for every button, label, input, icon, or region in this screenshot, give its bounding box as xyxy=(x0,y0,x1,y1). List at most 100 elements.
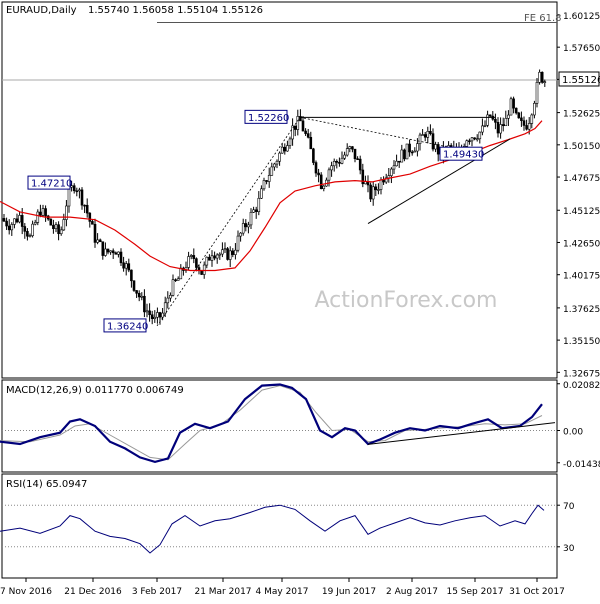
fe-label: FE 61.8 xyxy=(524,13,562,24)
candle xyxy=(80,187,84,210)
candle-body xyxy=(143,295,146,313)
annotation-label: 1.47210 xyxy=(31,179,72,190)
x-tick-label: 4 May 2017 xyxy=(256,587,309,597)
main-panel-frame xyxy=(1,1,558,379)
candle-body xyxy=(369,184,372,200)
candle-body xyxy=(522,120,526,126)
candle-body xyxy=(101,241,105,256)
candle-body xyxy=(335,161,339,163)
candle xyxy=(41,204,45,218)
candle xyxy=(44,205,47,222)
x-tick-label: 15 Sep 2017 xyxy=(446,587,503,597)
candle xyxy=(54,222,58,233)
candle xyxy=(501,117,505,132)
candle-body xyxy=(478,131,482,140)
candle xyxy=(130,269,133,288)
macd-trendline xyxy=(367,422,556,445)
candle-body xyxy=(317,172,320,176)
candle-body xyxy=(179,267,183,280)
candle xyxy=(260,185,263,199)
candle xyxy=(486,110,489,128)
candle xyxy=(416,138,419,157)
candle xyxy=(192,248,196,264)
candle-body xyxy=(208,256,211,261)
watermark: ActionForex.com xyxy=(315,288,498,313)
main-ytick-label: 1.57650 xyxy=(563,44,600,54)
candle xyxy=(85,198,89,218)
candle xyxy=(72,183,76,194)
candle-body xyxy=(7,225,11,231)
candle xyxy=(335,159,339,169)
candle xyxy=(514,107,518,115)
candle-body xyxy=(223,248,227,251)
candle xyxy=(78,187,81,199)
candle-body xyxy=(512,98,515,109)
candle-body xyxy=(13,218,16,225)
candle-body xyxy=(49,218,53,226)
candle xyxy=(348,145,352,153)
candle-body xyxy=(514,107,518,114)
candle-body xyxy=(59,229,63,235)
candle-body xyxy=(70,185,73,188)
candle-body xyxy=(137,292,141,298)
candle-body xyxy=(309,137,313,150)
candle-body xyxy=(423,134,427,138)
candle-body xyxy=(23,226,27,232)
candle xyxy=(236,230,240,253)
candle xyxy=(429,124,432,136)
candle-body xyxy=(163,302,167,314)
candle xyxy=(395,154,398,167)
candle xyxy=(244,219,248,232)
annotation-label: 1.36240 xyxy=(107,321,148,332)
candle-body xyxy=(150,314,154,319)
candle xyxy=(83,204,86,213)
macd-ytick-label: 0.00 xyxy=(563,427,583,437)
candle xyxy=(252,206,255,213)
candle-body xyxy=(124,263,128,269)
candle-body xyxy=(351,146,354,150)
candle xyxy=(228,246,232,268)
rsi-indicator: 70 30 xyxy=(0,502,575,554)
candle xyxy=(239,232,242,242)
candle-body xyxy=(54,224,58,230)
candle-body xyxy=(195,258,198,268)
main-ytick-label: 1.60125 xyxy=(563,12,600,22)
candle-body xyxy=(527,123,531,130)
candle xyxy=(306,128,310,139)
candle-body xyxy=(236,235,240,251)
candle-body xyxy=(530,114,534,124)
candle-body xyxy=(127,263,131,271)
annotation-box xyxy=(27,175,71,190)
candle xyxy=(13,218,16,229)
candle xyxy=(145,303,149,318)
candle xyxy=(249,208,253,230)
candle xyxy=(111,248,115,259)
candle-body xyxy=(330,165,333,171)
candle xyxy=(234,243,237,260)
candle xyxy=(93,218,97,248)
candle-body xyxy=(106,248,110,253)
candle xyxy=(241,218,245,236)
rsi-ytick-label: 70 xyxy=(563,502,575,512)
support-trendline xyxy=(367,138,511,225)
candle xyxy=(499,117,502,139)
main-ytick-label: 1.47675 xyxy=(563,174,600,184)
candle-body xyxy=(239,232,242,237)
candle xyxy=(475,134,479,142)
candle-body xyxy=(538,71,541,83)
candle xyxy=(106,248,110,255)
candle-body xyxy=(221,249,224,255)
candle-body xyxy=(161,312,164,318)
x-tick-label: 19 Jun 2017 xyxy=(322,587,376,597)
candle-body xyxy=(535,82,539,104)
candle-body xyxy=(85,204,89,214)
candle-body xyxy=(288,138,292,146)
main-ytick-label: 1.37625 xyxy=(563,305,600,315)
candle-body xyxy=(15,218,19,223)
candle-body xyxy=(319,174,323,190)
candle xyxy=(494,113,497,130)
candle xyxy=(468,138,471,145)
candle-body xyxy=(410,151,414,154)
candle xyxy=(140,292,144,301)
candle-body xyxy=(226,248,229,260)
